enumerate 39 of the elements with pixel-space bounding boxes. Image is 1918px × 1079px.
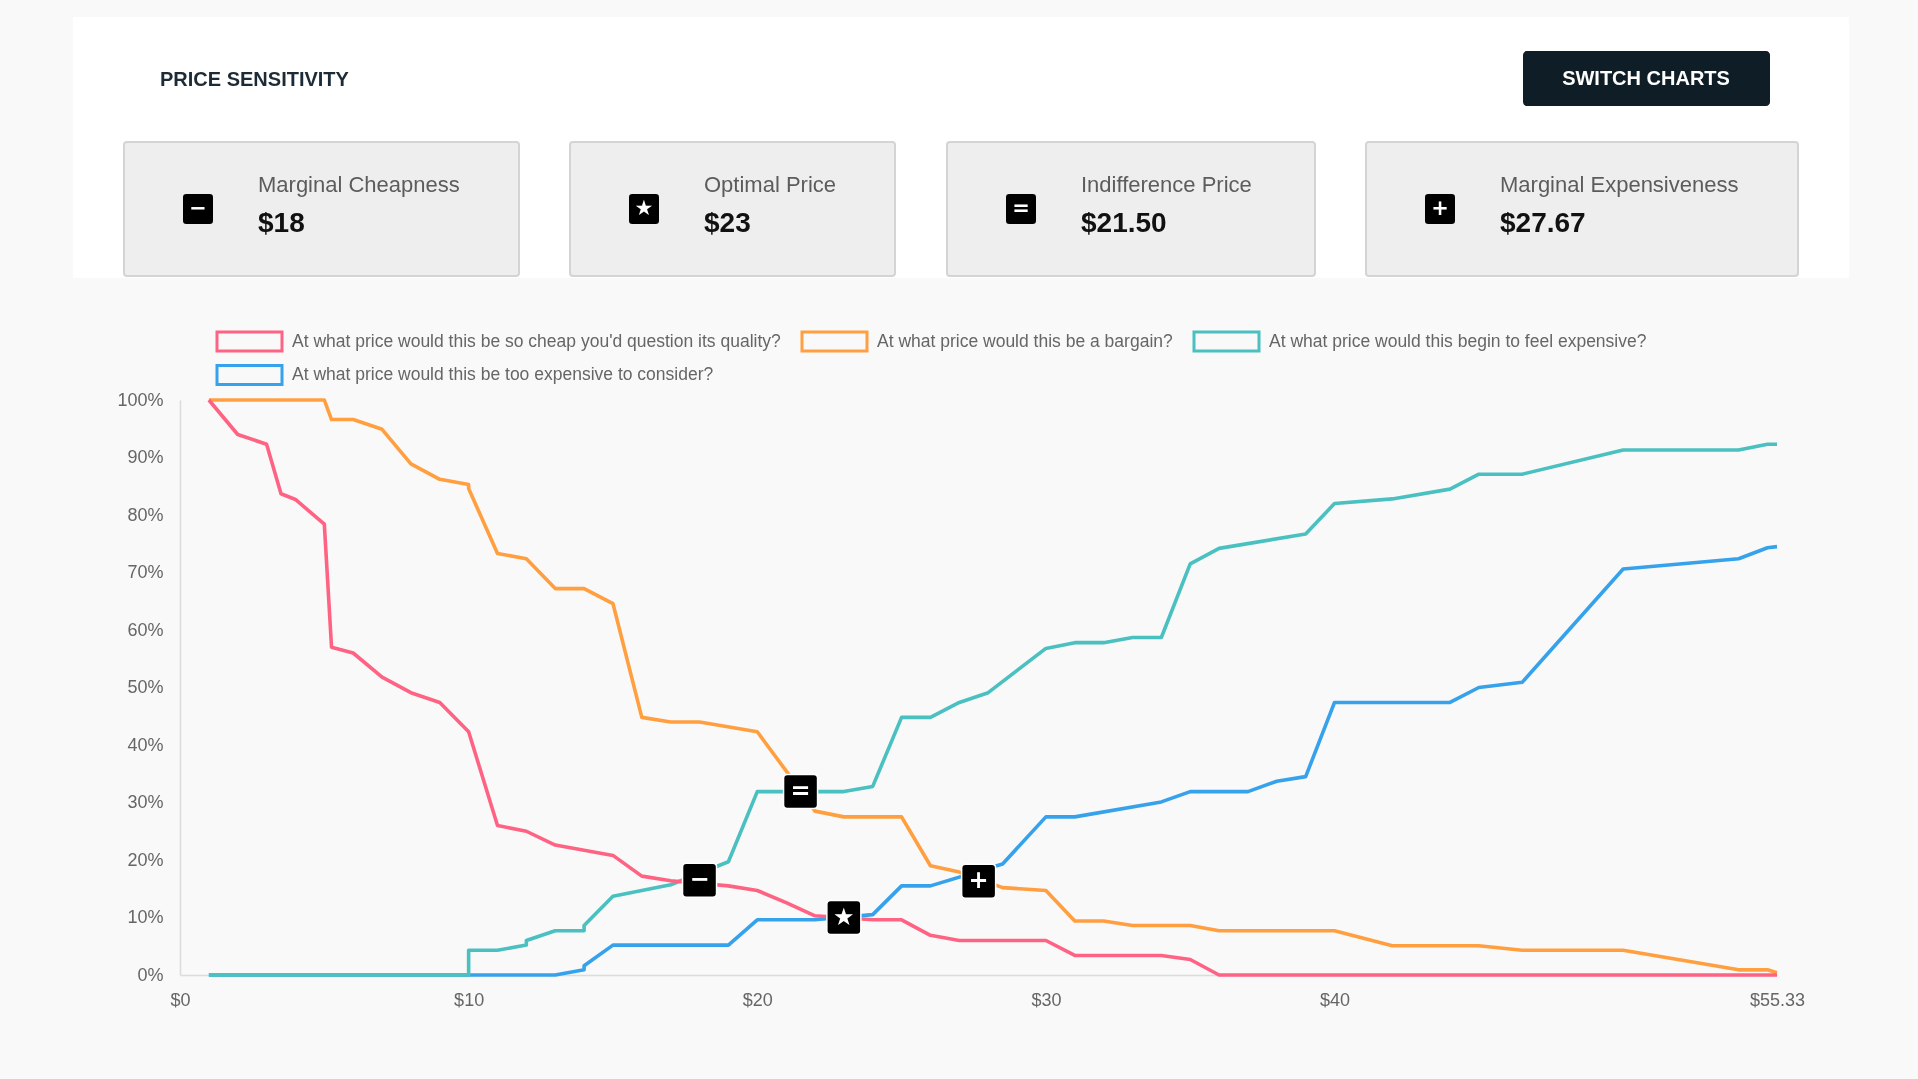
- y-tick-label: 60%: [127, 619, 164, 640]
- x-tick-label: $20: [742, 989, 773, 1010]
- y-tick-label: 80%: [127, 504, 164, 525]
- y-tick-label: 70%: [127, 562, 164, 582]
- legend-label: At what price would this be too expensive to consider?: [292, 364, 714, 384]
- y-tick-label: 100%: [117, 389, 164, 410]
- x-tick-label: $0: [170, 989, 191, 1010]
- legend-label: At what price would this be so cheap you'd question its quality?: [292, 330, 782, 351]
- y-tick-label: 90%: [127, 447, 164, 467]
- legend-label: At what price would this begin to feel expensive?: [1269, 330, 1647, 351]
- text: ★: [634, 196, 654, 220]
- text: SWITCH CHARTS: [1562, 67, 1730, 89]
- text: Marginal Cheapness: [258, 172, 460, 197]
- annotation: −: [689, 865, 710, 894]
- x-tick-label: $10: [454, 989, 485, 1010]
- y-tick-label: 20%: [127, 849, 164, 870]
- text: Marginal Expensiveness: [1500, 172, 1739, 197]
- text: +: [1431, 196, 1449, 220]
- text: $27.67: [1500, 207, 1586, 238]
- x-tick-label: $40: [1320, 989, 1351, 1010]
- annotation: ★: [833, 902, 855, 931]
- y-tick-label: 50%: [127, 677, 164, 697]
- x-tick-label: $30: [1031, 989, 1062, 1010]
- y-tick-label: 0%: [137, 964, 164, 985]
- legend-label: At what price would this be a bargain?: [877, 330, 1173, 351]
- text: −: [189, 196, 207, 220]
- text: =: [1012, 196, 1030, 220]
- y-tick-label: 30%: [127, 792, 164, 812]
- text: Optimal Price: [704, 172, 837, 197]
- text: $23: [704, 207, 751, 238]
- text: $21.50: [1081, 207, 1167, 238]
- x-tick-label: $55.33: [1749, 989, 1806, 1010]
- text: Indifference Price: [1081, 172, 1252, 197]
- text: PRICE SENSITIVITY: [160, 68, 350, 90]
- annotation: =: [790, 776, 811, 805]
- text: $18: [258, 207, 305, 238]
- y-tick-label: 10%: [127, 907, 164, 927]
- annotation: +: [968, 866, 989, 895]
- y-tick-label: 40%: [127, 734, 164, 755]
